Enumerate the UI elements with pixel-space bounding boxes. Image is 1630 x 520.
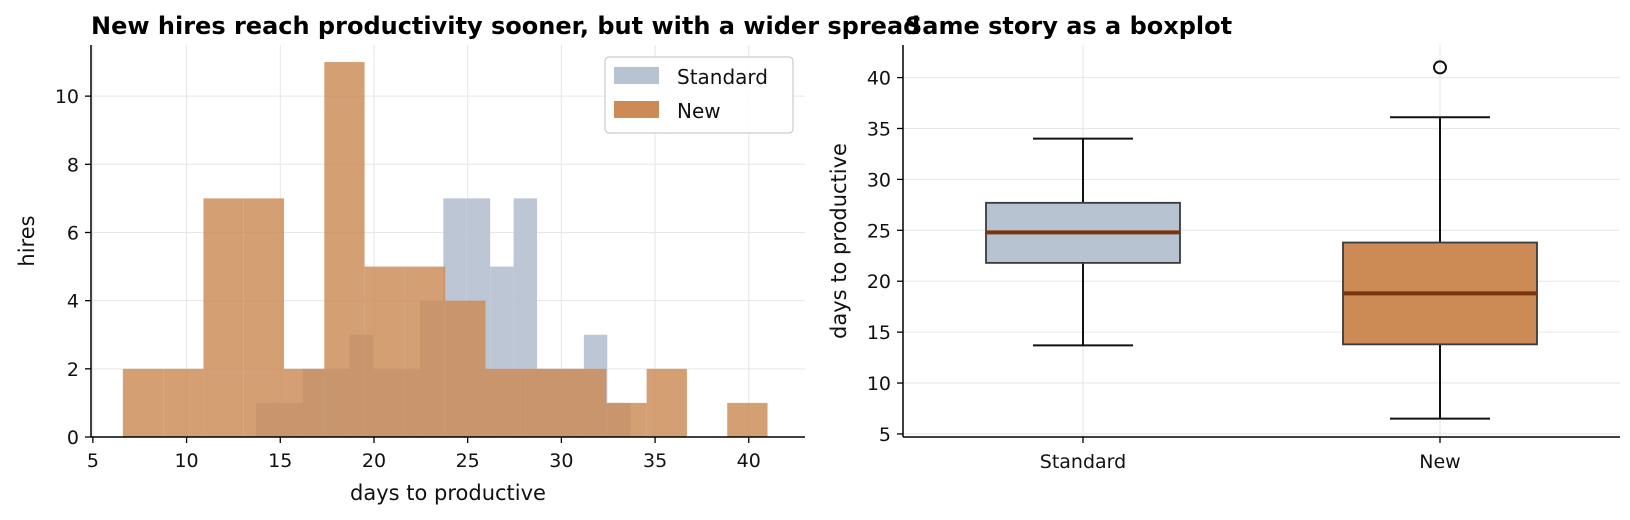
boxplot-y-tick-label: 25	[867, 220, 891, 242]
boxplot-x-tick-label-new: New	[1419, 451, 1460, 473]
histogram-bar-new	[324, 62, 365, 437]
histogram-x-tick-label: 5	[87, 450, 99, 472]
histogram-y-tick-label: 2	[67, 359, 79, 381]
histogram-bar-new	[404, 266, 446, 437]
histogram-bar-new	[646, 368, 687, 437]
histogram-x-tick-label: 15	[268, 450, 292, 472]
boxplot-y-tick-label: 10	[867, 373, 891, 395]
histogram-y-label: hires	[15, 215, 39, 266]
histogram-bars	[122, 62, 768, 437]
boxplot-x-tick-label-standard: Standard	[1040, 451, 1126, 473]
boxplot-title: Same story as a boxplot	[905, 12, 1232, 40]
legend-swatch-new	[614, 101, 659, 118]
histogram-bar-new	[727, 402, 768, 437]
histogram-bar-new	[525, 368, 567, 437]
histogram-bar-new	[203, 198, 244, 437]
histogram-x-tick-label: 40	[737, 450, 761, 472]
histogram-x-tick-label: 35	[643, 450, 667, 472]
boxplot-axes	[902, 45, 1620, 438]
histogram-bar-new	[485, 368, 526, 437]
histogram-x-tick-label: 25	[456, 450, 480, 472]
histogram-axes	[90, 45, 805, 438]
histogram-bar-new	[445, 300, 486, 437]
boxplot-y-tick-label: 20	[867, 271, 891, 293]
boxplot-y-tick-label: 15	[867, 322, 891, 344]
histogram-x-tick-label: 20	[362, 450, 386, 472]
histogram-x-tick-label: 10	[174, 450, 198, 472]
histogram-bar-new	[163, 368, 204, 437]
histogram-y-tick-label: 0	[67, 427, 79, 449]
histogram-chart: 5 10 15 20 25 30 35 40 0 2 4 6 8 10 New hires reach p…	[15, 12, 920, 505]
histogram-bar-new	[566, 368, 607, 437]
boxplot-outlier-new	[1433, 60, 1447, 75]
legend-label-standard: Standard	[677, 65, 768, 89]
histogram-bar-new	[284, 368, 325, 437]
histogram-ticks: 5 10 15 20 25 30 35 40 0 2 4 6 8 10	[55, 86, 761, 472]
histogram-legend: Standard New	[604, 56, 794, 134]
histogram-y-tick-label: 8	[67, 154, 79, 176]
histogram-title: New hires reach productivity sooner, but…	[91, 12, 920, 40]
legend-swatch-standard	[614, 67, 659, 84]
histogram-y-tick-label: 6	[67, 222, 79, 244]
histogram-y-tick-label: 4	[67, 291, 79, 313]
histogram-bar-new	[243, 198, 285, 437]
boxplot-y-tick-label: 40	[867, 68, 891, 90]
boxplot-ticks: 5 10 15 20 25 30 35 40 Standard New	[867, 68, 1461, 473]
histogram-bar-new	[122, 368, 164, 437]
histogram-x-label: days to productive	[350, 481, 546, 505]
legend-label-new: New	[677, 99, 721, 123]
histogram-bar-new	[364, 266, 405, 437]
boxplot-boxes	[985, 60, 1538, 420]
histogram-x-tick-label: 30	[549, 450, 573, 472]
boxplot-y-label: days to productive	[827, 143, 851, 339]
boxplot-y-tick-label: 35	[867, 118, 891, 140]
boxplot-y-tick-label: 5	[879, 424, 891, 446]
boxplot-y-tick-label: 30	[867, 169, 891, 191]
histogram-bar-new	[606, 402, 647, 437]
histogram-y-tick-label: 10	[55, 86, 79, 108]
boxplot-chart: 5 10 15 20 25 30 35 40 Standard New Same story as…	[827, 12, 1620, 473]
